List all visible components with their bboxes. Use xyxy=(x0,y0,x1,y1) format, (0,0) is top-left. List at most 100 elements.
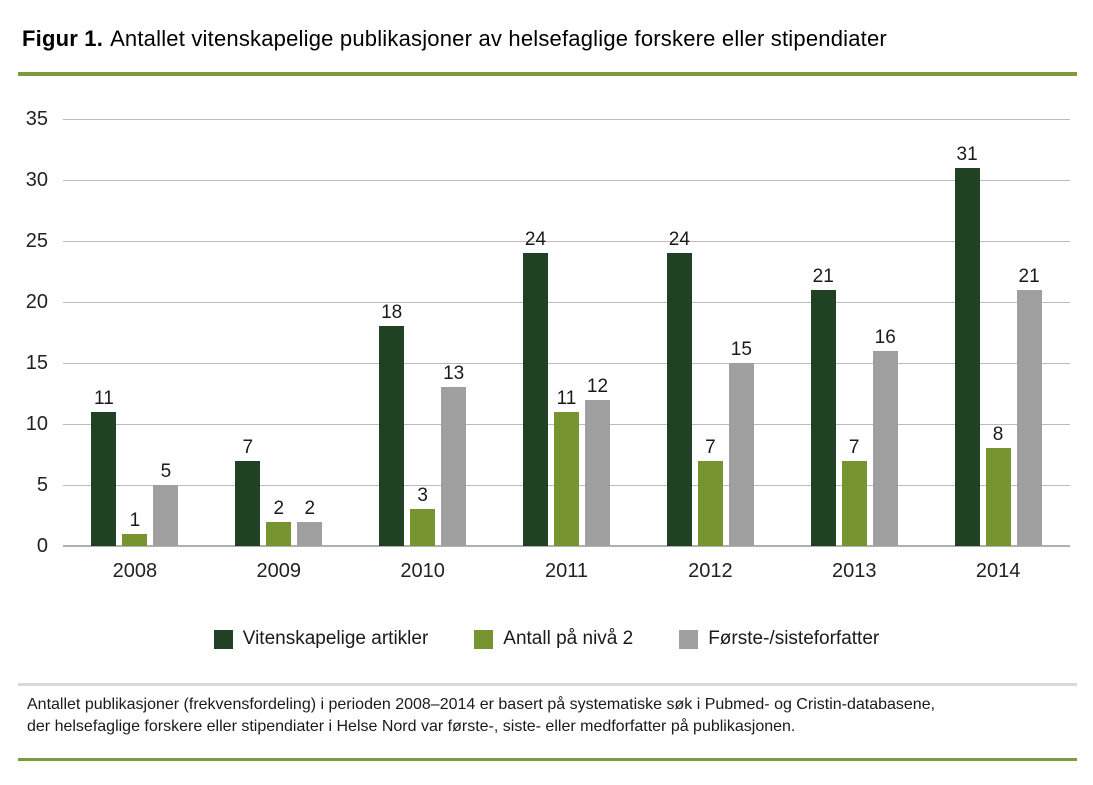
y-axis-tick-label: 30 xyxy=(25,169,48,191)
bar-column: 18 xyxy=(379,119,405,546)
bar-value-label: 13 xyxy=(443,363,465,384)
y-axis-tick-label: 25 xyxy=(25,230,48,252)
x-axis-label: 2014 xyxy=(975,560,1021,582)
bar-value-label: 31 xyxy=(956,144,978,165)
bar-value-label: 5 xyxy=(160,461,172,482)
legend: Vitenskapelige artikler Antall på nivå 2 F… xyxy=(0,628,1093,650)
bar-column: 13 xyxy=(441,119,467,546)
bar xyxy=(554,412,579,546)
bar-value-label: 21 xyxy=(812,266,834,287)
footnote-line-1: Antallet publikasjoner (frekvensfordelin… xyxy=(27,696,936,713)
bar xyxy=(1016,290,1042,546)
bar-value-label: 2 xyxy=(273,498,285,519)
footnote: Antallet publikasjoner (frekvensfordelin… xyxy=(27,694,1057,738)
legend-label: Vitenskapelige artikler xyxy=(242,628,429,649)
bar-column: 24 xyxy=(523,119,548,546)
bar xyxy=(379,326,405,546)
bar-value-label: 11 xyxy=(556,388,577,409)
bar-value-label: 3 xyxy=(417,485,428,506)
bar-groups: 11 1 5 7 2 2 18 3 13 24 11 12 24 7 15 21 7 16 31 8 21 xyxy=(63,119,1070,546)
bar-column: 21 xyxy=(1016,119,1042,546)
bar-column: 15 xyxy=(728,119,754,546)
footnote-separator-rule xyxy=(18,683,1077,686)
bar-value-label: 15 xyxy=(730,339,752,360)
bar-value-label: 16 xyxy=(874,327,896,348)
bar-value-label: 7 xyxy=(705,437,716,458)
gridline xyxy=(63,363,1070,364)
bar-column: 21 xyxy=(810,119,836,546)
bar-value-label: 7 xyxy=(242,437,254,458)
gridline xyxy=(63,119,1070,120)
bar-column: 2 xyxy=(297,119,323,546)
bar-group-2011: 24 11 12 xyxy=(495,119,639,546)
bar-column: 5 xyxy=(153,119,179,546)
bar-column: 12 xyxy=(585,119,610,546)
x-axis-label: 2013 xyxy=(831,560,877,582)
bar xyxy=(122,534,148,546)
x-axis-label: 2012 xyxy=(688,560,733,582)
bar xyxy=(91,412,117,546)
legend-item: Første-/sisteforfatter xyxy=(679,628,879,650)
bar-group-2014: 31 8 21 xyxy=(926,119,1070,546)
bar-column: 3 xyxy=(410,119,436,546)
bar-column: 31 xyxy=(954,119,980,546)
y-axis-tick-label: 0 xyxy=(36,535,48,557)
x-axis-label: 2011 xyxy=(545,560,589,582)
gridline xyxy=(63,302,1070,303)
title-underline-rule xyxy=(18,72,1077,76)
bar xyxy=(153,485,179,546)
legend-swatch xyxy=(213,629,233,649)
bar-value-label: 12 xyxy=(586,376,609,397)
y-axis-tick-label: 35 xyxy=(25,108,48,130)
bar-column: 7 xyxy=(235,119,261,546)
legend-item: Vitenskapelige artikler xyxy=(213,628,429,650)
bar-column: 11 xyxy=(91,119,117,546)
bar xyxy=(728,363,754,546)
x-axis-line xyxy=(63,545,1070,547)
legend-swatch xyxy=(679,629,699,649)
legend-item: Antall på nivå 2 xyxy=(474,628,633,650)
bar-value-label: 24 xyxy=(524,229,547,250)
bar-column: 8 xyxy=(985,119,1011,546)
bottom-rule xyxy=(18,758,1077,761)
x-axis-label: 2008 xyxy=(112,560,158,582)
bar-value-label: 21 xyxy=(1018,266,1040,287)
legend-label: Antall på nivå 2 xyxy=(503,628,634,649)
x-axis-label: 2009 xyxy=(256,560,302,582)
y-axis-tick-label: 10 xyxy=(25,413,48,435)
y-axis-tick-label: 15 xyxy=(25,352,48,374)
plot-area: 11 1 5 7 2 2 18 3 13 24 11 12 24 7 15 21 7 16 31 8 21 xyxy=(63,119,1070,547)
bar xyxy=(954,168,980,546)
bar xyxy=(297,522,323,546)
bar-value-label: 2 xyxy=(304,498,316,519)
bar-group-2008: 11 1 5 xyxy=(63,119,207,546)
bar-group-2012: 24 7 15 xyxy=(638,119,782,546)
bar xyxy=(985,448,1011,546)
bar-value-label: 11 xyxy=(94,388,114,409)
bar-value-label: 1 xyxy=(129,510,141,531)
x-axis: 2008 2009 2010 2011 2012 2013 2014 xyxy=(63,560,1070,583)
bar xyxy=(697,461,723,546)
bar-value-label: 7 xyxy=(848,437,860,458)
bar-column: 2 xyxy=(266,119,292,546)
bar xyxy=(810,290,836,546)
bar-value-label: 24 xyxy=(668,229,690,250)
bar xyxy=(872,351,898,546)
bar-value-label: 8 xyxy=(992,424,1004,445)
x-axis-label: 2010 xyxy=(400,560,445,582)
bar xyxy=(266,522,292,546)
bar-column: 1 xyxy=(122,119,148,546)
bar xyxy=(841,461,867,546)
bar-value-label: 18 xyxy=(381,302,403,323)
gridline xyxy=(63,241,1070,242)
bar-column: 24 xyxy=(666,119,692,546)
bar-column: 7 xyxy=(841,119,867,546)
y-axis-tick-label: 5 xyxy=(36,474,48,496)
bar xyxy=(523,253,548,546)
bar xyxy=(410,509,436,546)
bar-column: 16 xyxy=(872,119,898,546)
bar-group-2013: 21 7 16 xyxy=(782,119,926,546)
bar xyxy=(666,253,692,546)
